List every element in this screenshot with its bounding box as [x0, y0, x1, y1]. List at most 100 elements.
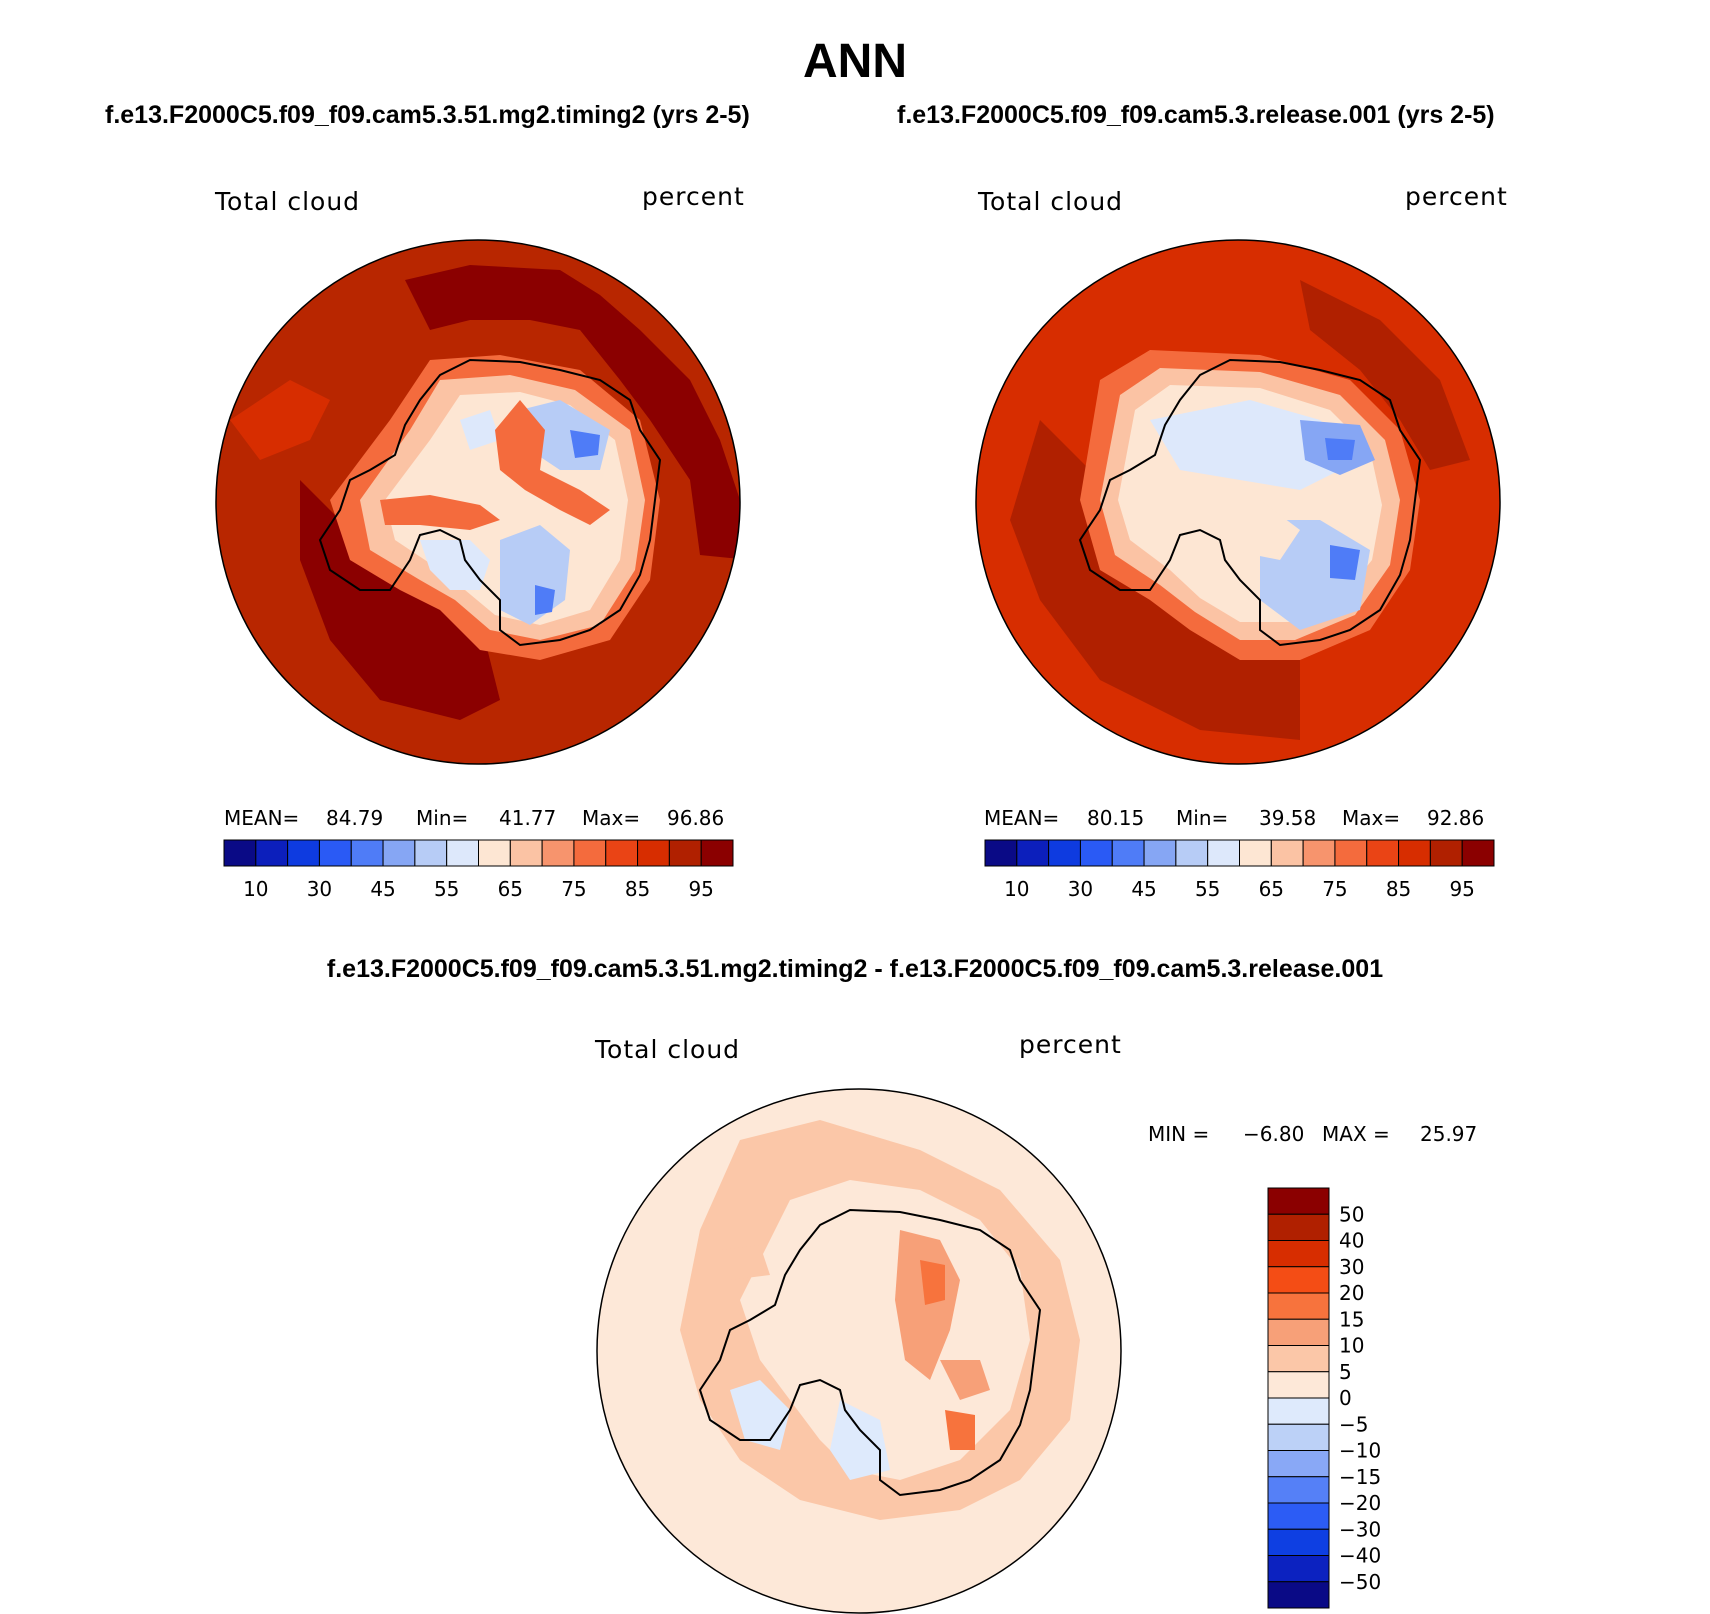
panel3-colorbar-box	[1267, 1318, 1330, 1346]
panel3-colorbar-box	[1267, 1240, 1330, 1268]
panel1-min-label: Min=	[416, 806, 469, 830]
panel1-variable: Total cloud	[215, 187, 361, 216]
panel3-colorbar-tick-label: −20	[1339, 1491, 1381, 1515]
panel3-colorbar-box	[1267, 1292, 1330, 1320]
panel1-max: 96.86	[667, 806, 725, 830]
panel1-colorbar-box	[668, 839, 702, 867]
panel3-colorbar-tick-label: −15	[1339, 1465, 1381, 1489]
panel2-map	[976, 240, 1500, 764]
panel2-coastline	[1078, 358, 1422, 647]
panel3-colorbar-box	[1267, 1450, 1330, 1478]
panel1-map-border	[215, 239, 741, 765]
panel3-map	[597, 1089, 1121, 1613]
panel3-colorbar-tick-label: 50	[1339, 1202, 1364, 1226]
panel2-mean-label: MEAN=	[984, 806, 1060, 830]
panel1-colorbar-box	[318, 839, 352, 867]
panel3-colorbar-box	[1267, 1266, 1330, 1294]
panel3-colorbar-box	[1267, 1213, 1330, 1241]
panel1-coastline	[318, 358, 662, 647]
panel3-colorbar-box	[1267, 1476, 1330, 1504]
panel1-colorbar-box	[446, 839, 479, 867]
panel3-colorbar-tick-label: 30	[1339, 1255, 1364, 1279]
panel2-colorbar-box	[1429, 839, 1463, 867]
panel3-colorbar-tick-label: 0	[1339, 1386, 1352, 1410]
panel2-min: 39.58	[1259, 806, 1317, 830]
panel2-colorbar-box	[1270, 839, 1304, 867]
panel3-colorbar-tick-label: 15	[1339, 1307, 1364, 1331]
panel2-colorbar-tick-label: 65	[1259, 877, 1284, 901]
panel1-colorbar-box	[478, 839, 511, 867]
panel3-colorbar-box	[1267, 1345, 1330, 1373]
panel2-colorbar-box	[1016, 839, 1050, 867]
panel2-variable: Total cloud	[978, 187, 1124, 216]
panel1-colorbar-tick-label: 75	[561, 877, 586, 901]
panel2-colorbar-box	[1302, 839, 1336, 867]
panel1-colorbar-tick-label: 55	[434, 877, 459, 901]
panel1-colorbar-box	[382, 839, 416, 867]
panel1-colorbar-box	[255, 839, 289, 867]
panel2-colorbar-box	[1079, 839, 1113, 867]
page-title: ANN	[803, 35, 907, 88]
panel3-min: −6.80	[1243, 1122, 1305, 1146]
panel1-colorbar-box	[573, 839, 607, 867]
panel1-mean-label: MEAN=	[224, 806, 300, 830]
panel1-units: percent	[642, 182, 745, 211]
panel1-colorbar-box	[223, 839, 257, 867]
panel2-colorbar-box	[1334, 839, 1368, 867]
panel2-colorbar-box	[1239, 839, 1272, 867]
panel1-colorbar-box	[414, 839, 448, 867]
panel3-colorbar-box	[1267, 1555, 1330, 1583]
panel3-colorbar-tick-label: −50	[1339, 1570, 1381, 1594]
panel2-colorbar-tick-label: 95	[1449, 877, 1474, 901]
panel2-colorbar-box	[1207, 839, 1240, 867]
panel2-colorbar-box	[1048, 839, 1081, 867]
panel3-min-label: MIN =	[1148, 1122, 1210, 1146]
panel1-colorbar-box	[700, 839, 734, 867]
panel1-map	[216, 240, 740, 764]
panel1-colorbar-box	[509, 839, 543, 867]
panel1-colorbar-tick-label: 85	[625, 877, 650, 901]
panel3-colorbar-box	[1267, 1187, 1330, 1215]
panel3-units: percent	[1019, 1030, 1122, 1059]
difference-title: f.e13.F2000C5.f09_f09.cam5.3.51.mg2.timi…	[326, 955, 1384, 983]
panel3-colorbar-box	[1267, 1581, 1330, 1609]
panel2-colorbar-box	[1143, 839, 1177, 867]
panel1-colorbar-tick-label: 65	[498, 877, 523, 901]
panel3-colorbar-tick-label: 20	[1339, 1281, 1364, 1305]
panel1-colorbar-box	[287, 839, 320, 867]
panel2-colorbar-box	[1461, 839, 1495, 867]
case1-label: f.e13.F2000C5.f09_f09.cam5.3.51.mg2.timi…	[105, 101, 750, 129]
panel3-colorbar-tick-label: 40	[1339, 1229, 1364, 1253]
panel3-colorbar-box	[1267, 1502, 1330, 1530]
panel1-colorbar-tick-label: 30	[307, 877, 332, 901]
panel1-colorbar-tick-label: 10	[243, 877, 268, 901]
panel2-colorbar-box	[1398, 839, 1431, 867]
panel2-units: percent	[1405, 182, 1508, 211]
panel1-colorbar-box	[637, 839, 670, 867]
panel2-colorbar: 10 30 45 55 65 75 85 95	[984, 839, 1495, 901]
panel1-colorbar-tick-label: 45	[370, 877, 395, 901]
panel2-colorbar-tick-label: 85	[1386, 877, 1411, 901]
panel2-colorbar-tick-label: 45	[1131, 877, 1156, 901]
case2-label: f.e13.F2000C5.f09_f09.cam5.3.release.001…	[897, 101, 1495, 129]
panel3-max: 25.97	[1420, 1122, 1478, 1146]
panel3-colorbar-tick-label: −40	[1339, 1544, 1381, 1568]
panel2-max-label: Max=	[1342, 806, 1401, 830]
panel2-min-label: Min=	[1176, 806, 1229, 830]
panel2-map-border	[975, 239, 1501, 765]
panel3-colorbar-box	[1267, 1528, 1330, 1556]
panel3-max-label: MAX =	[1322, 1122, 1390, 1146]
panel3-colorbar-box	[1267, 1423, 1330, 1451]
panel3-map-border	[596, 1088, 1122, 1614]
panel2-colorbar-box	[1175, 839, 1209, 867]
panel1-min: 41.77	[499, 806, 557, 830]
panel1-mean: 84.79	[326, 806, 384, 830]
panel1-colorbar-tick-label: 95	[688, 877, 713, 901]
panel2-mean: 80.15	[1087, 806, 1145, 830]
panel3-colorbar-box	[1267, 1371, 1330, 1399]
panel2-colorbar-tick-label: 10	[1004, 877, 1029, 901]
panel3-coastline	[698, 1208, 1042, 1497]
panel2-colorbar-tick-label: 30	[1068, 877, 1093, 901]
panel3-colorbar-box	[1267, 1397, 1330, 1425]
